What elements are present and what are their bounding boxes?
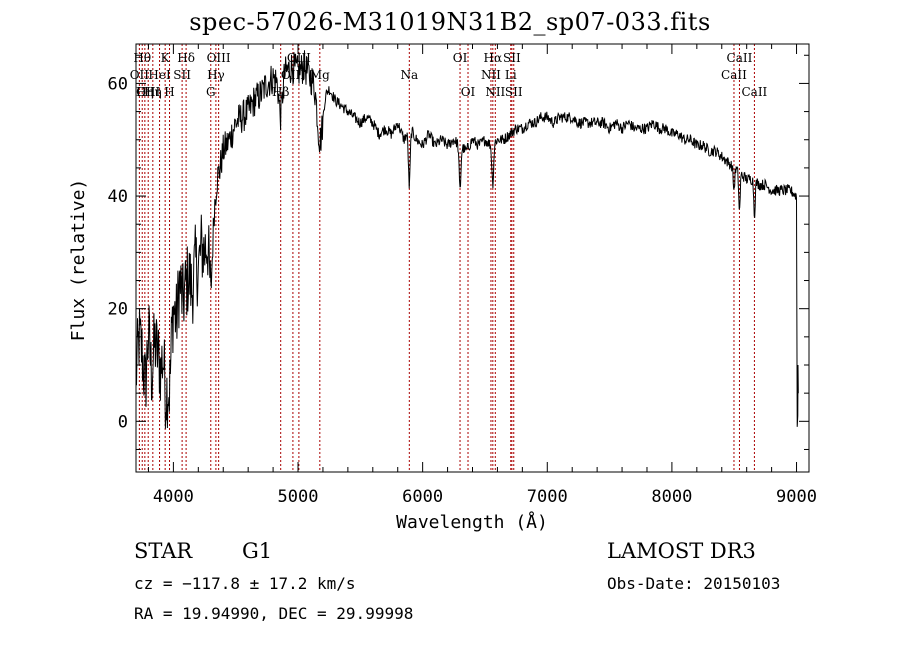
chart-title: spec-57026-M31019N31B2_sp07-033.fits [189,8,711,36]
x-tick-label: 6000 [402,487,443,507]
line-label: CaII [721,68,747,82]
line-label: CaII [741,85,767,99]
line-label: SII [505,85,523,99]
y-tick-label: 20 [108,300,128,320]
line-label: OII [130,68,150,82]
x-tick-label: 7000 [527,487,568,507]
object-subclass: G1 [242,539,273,563]
line-label: NII [481,68,501,82]
line-label: G [206,85,216,99]
line-label: Hβ [272,85,289,99]
line-markers [138,44,755,472]
plot-frame [135,43,810,473]
y-tick-label: 60 [108,74,128,94]
line-label: Hα [484,51,503,65]
line-label: SII [503,51,521,65]
line-label: Hθ [133,51,151,65]
line-label: Na [400,68,418,82]
velocity-text: cz = −117.8 ± 17.2 km/s [134,574,356,593]
x-tick-label: 8000 [651,487,692,507]
line-label: OI [461,85,476,99]
x-tick-label: 4000 [153,487,194,507]
line-label: CaII [727,51,753,65]
x-axis-label: Wavelength (Å) [396,511,548,533]
line-label: H [164,85,174,99]
obs-date-text: Obs-Date: 20150103 [607,574,781,593]
line-label: Hη [136,85,154,99]
line-label: OIII [207,51,231,65]
spectrum-line [135,50,799,429]
line-label: Mg [310,68,330,82]
y-tick-label: 40 [108,187,128,207]
line-labels: OIIHθHηOIIIHηHeIKHSIIHδGHγOIIIHβOIIIOIII… [130,51,768,99]
object-type: STAR [134,539,193,563]
line-label: Hδ [177,51,195,65]
x-tick-label: 9000 [776,487,817,507]
x-tick-label: 5000 [278,487,319,507]
line-label: HeI [148,68,171,82]
survey-name: LAMOST DR3 [607,539,756,563]
axis-ticks: 4000 5000 6000 7000 8000 9000 0 20 40 60 [108,44,817,507]
line-label: OIII [136,85,160,99]
axes-frame [135,43,810,473]
line-label: Hη [144,85,162,99]
line-label: K [161,51,171,65]
coordinates-text: RA = 19.94990, DEC = 29.99998 [134,604,414,623]
line-label: OI [453,51,468,65]
y-axis-label: Flux (relative) [68,179,89,342]
line-label: Li [505,68,517,82]
line-label: SII [173,68,191,82]
line-label: Hγ [207,68,225,82]
y-tick-label: 0 [118,412,128,432]
line-label: NII [485,85,505,99]
